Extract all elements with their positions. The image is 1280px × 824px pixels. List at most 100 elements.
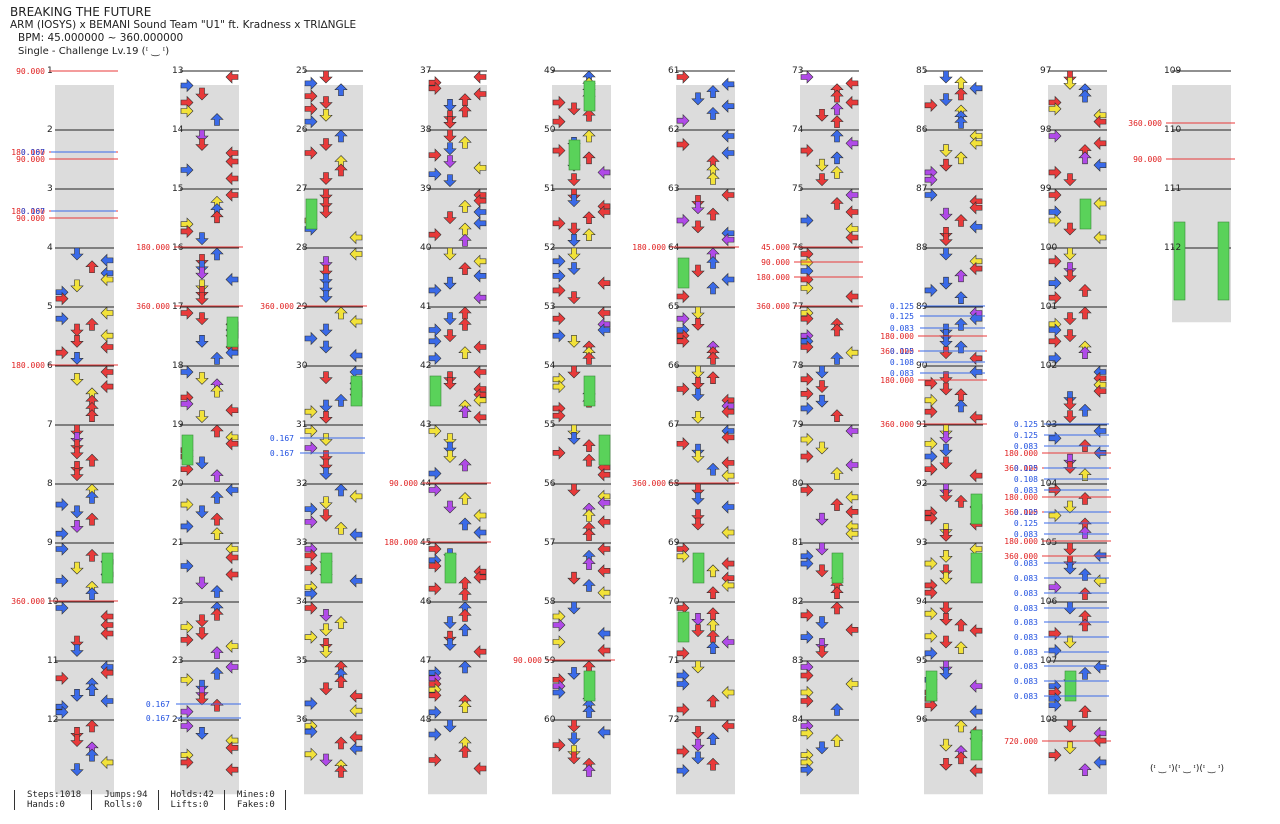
measure-band [1048,527,1107,544]
measure-band [180,557,239,573]
measure-number: 70 [668,597,680,607]
measure-band [924,483,983,500]
note-arrow [597,564,611,578]
note-arrow [924,437,938,451]
note-arrow [180,163,194,177]
note-arrow [691,738,705,752]
measure-band [180,114,239,131]
note-arrow [939,382,953,396]
note-arrow [939,431,953,444]
bpm-change-label: 90.000 [389,479,418,488]
note-arrow [706,172,720,185]
note-arrow [597,643,611,658]
measure-band [428,129,487,146]
note-arrow [100,626,114,641]
song-header: BREAKING THE FUTURE ARM (IOSYS) x BEMANI… [10,6,356,58]
note-arrow [582,151,596,165]
note-arrow [939,613,953,626]
note-arrow [800,281,814,295]
stop-label: 0.083 [1014,633,1038,642]
measure-band [1172,247,1231,264]
measure-band [428,660,487,677]
measure-band [428,704,487,721]
measure-band [55,719,114,736]
note-arrow [969,365,983,379]
note-arrow [55,345,69,360]
stop-label: 0.083 [1014,604,1038,613]
hold-body [1064,670,1077,702]
note-arrow [70,726,84,740]
measure-band [1048,601,1107,618]
note-arrow [552,95,566,110]
note-arrow [706,732,720,746]
note-arrow [334,521,348,535]
note-arrow [334,393,348,407]
bpm-change-label: 180.000 [11,361,45,370]
measure-number: 85 [916,66,927,76]
measure-band [180,689,239,706]
stop-label: 0.125 [890,312,914,321]
note-arrow [567,483,581,497]
measure-band [1048,630,1107,647]
measure-band [55,689,114,706]
note-arrow [428,167,442,181]
note-arrow [800,387,814,401]
bpm-change-label: 180.000 [384,538,418,547]
measure-band [1172,306,1231,323]
note-arrow [210,490,224,504]
note-arrow [210,113,224,126]
measure-band [800,542,859,559]
note-arrow [195,335,209,348]
measure-number: 18 [172,361,184,371]
note-arrow [319,638,333,651]
note-arrow [582,228,596,241]
measure-number: 13 [172,66,183,76]
measure-band [676,439,735,455]
measure-number: 24 [172,715,184,725]
note-arrow [304,724,318,739]
note-arrow [800,340,814,354]
measure-band [55,129,114,146]
bpm-change-label: 360.000 [1004,552,1038,561]
measure-band [180,571,239,588]
measure-band [180,763,239,780]
note-arrow [567,365,581,379]
note-arrow [845,95,859,110]
note-arrow [195,686,209,699]
note-arrow [304,76,318,91]
note-arrow [195,456,209,470]
note-arrow [180,673,194,687]
note-arrow [954,151,968,165]
measure-band [428,763,487,780]
note-arrow [691,318,705,331]
hold-body [970,493,983,525]
holds-count: Holds:42 [170,790,214,800]
note-arrow [473,508,487,523]
note-arrow [1078,306,1092,320]
note-arrow [800,213,814,228]
note-arrow [939,233,953,247]
measure-band [304,763,363,780]
measure-band [180,616,239,632]
note-arrow [800,432,814,447]
measure-number: 82 [792,597,803,607]
bpm-change-label: 180.000 [880,332,914,341]
measure-band [1048,689,1107,706]
note-arrow [721,456,735,470]
measure-band [924,586,983,603]
note-arrow [195,285,209,299]
note-arrow [304,601,318,615]
measure-band [676,468,735,485]
note-arrow [1063,262,1077,275]
measure-band [924,144,983,160]
note-arrow [954,618,968,632]
note-arrow [845,424,859,438]
note-arrow [1093,424,1107,438]
note-arrow [582,351,596,365]
song-title: BREAKING THE FUTURE [10,5,152,19]
note-arrow [830,102,844,116]
measure-band [1048,542,1107,559]
note-arrow [830,323,844,337]
note-arrow [319,172,333,185]
measure-band [676,601,735,618]
